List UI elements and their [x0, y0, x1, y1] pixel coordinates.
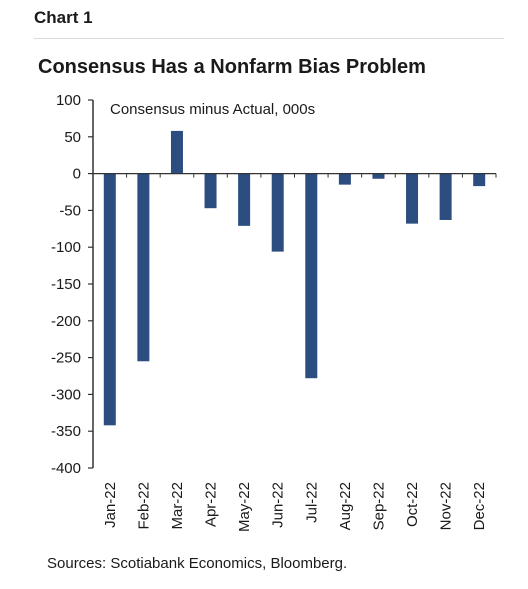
x-tick-label: May-22 — [236, 482, 253, 532]
bar — [372, 173, 385, 179]
x-axis: Jan-22 Feb-22 Mar-22 Apr-22 May-22 Jun-22 Jul-… — [93, 173, 497, 532]
y-tick-label: -350 — [51, 423, 81, 440]
x-tick-label: Oct-22 — [404, 482, 421, 527]
bar — [238, 173, 251, 226]
y-tick-label: 50 — [64, 129, 81, 146]
y-tick-label: -400 — [51, 460, 81, 477]
bar — [439, 173, 452, 220]
x-tick-label: Jan-22 — [102, 482, 119, 528]
y-tick-label: -250 — [51, 350, 81, 367]
y-tick-label: 0 — [73, 166, 81, 183]
x-tick-label: Jul-22 — [303, 482, 320, 523]
y-tick-label: 100 — [56, 92, 81, 109]
bar — [305, 173, 318, 379]
bar — [170, 130, 183, 174]
x-tick-label: Apr-22 — [203, 482, 220, 527]
chart-label: Chart 1 — [34, 8, 93, 27]
bar — [406, 173, 419, 224]
x-tick-label: Mar-22 — [169, 482, 186, 530]
bar — [473, 173, 486, 187]
bars — [103, 130, 486, 426]
y-tick-label: -150 — [51, 276, 81, 293]
chart-subtitle: Consensus minus Actual, 000s — [110, 101, 315, 118]
y-tick-label: -300 — [51, 386, 81, 403]
x-tick-label: Jun-22 — [270, 482, 287, 528]
bar — [137, 173, 150, 362]
bar — [204, 173, 217, 209]
y-tick-label: -50 — [59, 202, 81, 219]
x-tick-label: Nov-22 — [438, 482, 455, 530]
bar — [271, 173, 284, 252]
bar — [338, 173, 351, 185]
source-note: Sources: Scotiabank Economics, Bloomberg… — [47, 555, 348, 572]
y-tick-label: -200 — [51, 313, 81, 330]
divider — [34, 38, 504, 39]
bar — [103, 173, 116, 426]
x-tick-label: Feb-22 — [135, 482, 152, 530]
x-tick-label: Sep-22 — [370, 482, 387, 530]
y-tick-label: -100 — [51, 239, 81, 256]
chart-title: Consensus Has a Nonfarm Bias Problem — [38, 56, 426, 78]
y-axis: 100 50 0 -50 -100 -150 -200 -250 -300 -350 -400 — [51, 92, 94, 477]
x-tick-label: Dec-22 — [471, 482, 488, 530]
x-tick-label: Aug-22 — [337, 482, 354, 530]
